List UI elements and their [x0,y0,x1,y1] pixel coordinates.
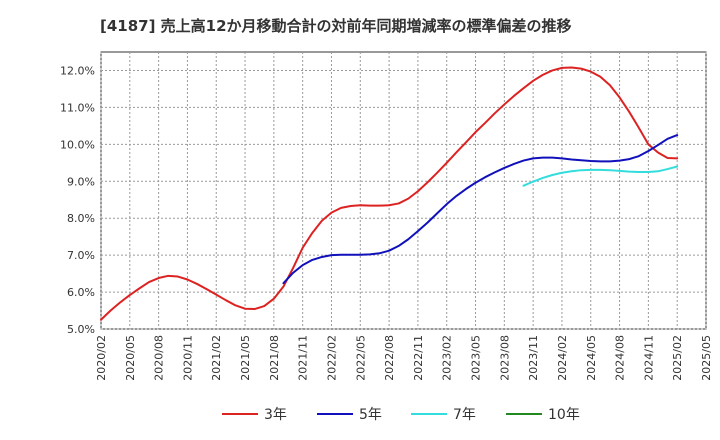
x-tick-label: 2023/05 [470,335,483,381]
x-tick-label: 2022/08 [383,335,396,381]
x-tick-label: 2022/11 [412,335,425,381]
series-lines [100,66,679,321]
x-tick-label: 2021/11 [297,335,310,381]
x-tick-label: 2023/11 [527,335,540,381]
legend-label: 7年 [453,407,476,423]
y-tick-label: 12.0% [60,64,95,77]
x-tick-label: 2020/11 [181,335,194,381]
x-tick-label: 2025/02 [671,335,684,381]
x-tick-label: 2021/05 [239,335,252,381]
x-tick-label: 2025/05 [700,335,713,381]
y-tick-label: 8.0% [67,212,95,225]
y-tick-label: 7.0% [67,249,95,262]
x-tick-label: 2023/02 [441,335,454,381]
legend-label: 3年 [264,407,287,423]
x-tick-label: 2021/02 [210,335,223,381]
x-tick-label: 2024/08 [614,335,627,381]
chart-title: [4187] 売上高12か月移動合計の対前年同期増減率の標準偏差の推移 [100,17,572,35]
x-tick-label: 2024/11 [642,335,655,381]
x-tick-label: 2022/05 [354,335,367,381]
plot-area [100,51,707,330]
x-tick-label: 2021/08 [268,335,281,381]
x-tick-label: 2024/02 [556,335,569,381]
series-line-7年 [522,165,679,187]
legend: 3年 5年 7年 10年 [222,407,580,423]
y-tick-label: 9.0% [67,175,95,188]
x-tick-label: 2020/08 [153,335,166,381]
y-tick-label: 5.0% [67,323,95,336]
series-line-5年 [282,134,679,285]
x-tick-label: 2023/08 [498,335,511,381]
y-axis: 5.0% 6.0% 7.0% 8.0% 9.0% 10.0% 11.0% 12.0% [60,64,95,336]
x-tick-label: 2020/05 [124,335,137,381]
legend-label: 10年 [548,407,580,423]
x-tick-label: 2024/05 [585,335,598,381]
x-tick-label: 2020/02 [95,335,108,381]
y-tick-label: 10.0% [60,138,95,151]
series-line-3年 [100,66,679,321]
y-tick-label: 11.0% [60,101,95,114]
y-tick-label: 6.0% [67,286,95,299]
legend-label: 5年 [359,407,382,423]
x-axis: 2020/02 2020/05 2020/08 2020/11 2021/02 2021/… [95,335,713,381]
x-tick-label: 2022/02 [325,335,338,381]
grid [100,52,707,330]
